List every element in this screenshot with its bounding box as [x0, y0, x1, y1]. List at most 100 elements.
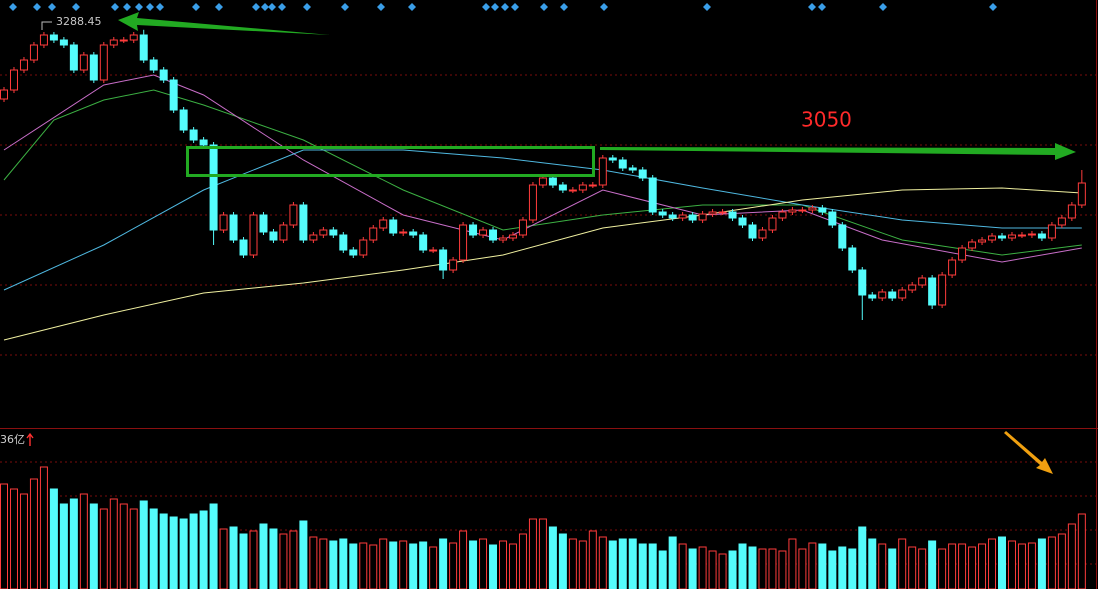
volume-bar [39, 466, 48, 589]
candle-body [558, 184, 567, 191]
candle-body [748, 224, 757, 239]
candle-body [249, 214, 258, 256]
candle-body [938, 274, 947, 306]
event-marker [560, 3, 568, 11]
volume-bar [738, 543, 747, 589]
event-marker [9, 3, 17, 11]
volume-bar [618, 538, 627, 589]
volume-bar [758, 548, 767, 589]
volume-bar [339, 538, 348, 589]
volume-bar [1047, 536, 1056, 589]
candle-body [828, 211, 837, 226]
volume-bar [538, 518, 547, 589]
event-marker [482, 3, 490, 11]
arrow-orange [1004, 431, 1053, 474]
volume-bar [389, 541, 398, 589]
candle-body [69, 44, 78, 71]
candle-body [319, 229, 328, 236]
candle-body [988, 235, 997, 241]
volume-bar [778, 550, 787, 589]
candle-body [179, 109, 188, 131]
candle-body [698, 213, 707, 221]
candle-body [848, 247, 857, 271]
volume-bar [79, 493, 88, 589]
volume-bar [289, 530, 298, 589]
volume-bar [329, 540, 338, 589]
volume-bar [489, 544, 498, 589]
volume-bar [858, 526, 867, 589]
candle-body [469, 224, 478, 236]
candle-body [99, 44, 108, 81]
volume-bar [219, 528, 228, 589]
event-marker [261, 3, 269, 11]
volume-bar [788, 538, 797, 589]
volume-bar [269, 528, 278, 589]
candle-body [479, 229, 488, 236]
volume-bar [898, 538, 907, 589]
candle-body [59, 39, 68, 46]
volume-bar [718, 553, 727, 589]
volume-bar [1037, 538, 1046, 589]
volume-bar [978, 543, 987, 589]
volume-bar [708, 550, 717, 589]
candle-body [878, 291, 887, 299]
candle-body [508, 234, 517, 239]
candle-body [0, 89, 8, 100]
candle-body [309, 234, 318, 241]
volume-bar [499, 540, 507, 589]
volume-bar [0, 483, 8, 589]
volume-bar [419, 541, 428, 589]
volume-label: 36亿 [0, 433, 25, 446]
volume-bar [239, 533, 248, 589]
volume-bar [748, 546, 757, 589]
volume-bar [928, 540, 937, 589]
high-label: 3288.45 [56, 15, 102, 28]
candle-body [9, 69, 18, 91]
moving-averages [3, 74, 1082, 341]
event-marker [123, 3, 131, 11]
volume-bar [918, 548, 927, 589]
candle-body [219, 214, 228, 231]
volume-bar [638, 543, 647, 589]
volume-bar [1007, 540, 1016, 589]
candle-body [898, 289, 907, 299]
candle-body [419, 234, 428, 251]
event-marker [156, 3, 164, 11]
candle-body [359, 239, 368, 256]
candle-body [908, 284, 917, 291]
event-marker [501, 3, 509, 11]
candle-body [888, 291, 897, 299]
candle-body [788, 209, 797, 213]
event-marker [215, 3, 223, 11]
event-marker [192, 3, 200, 11]
candle-body [129, 34, 138, 41]
volume-bar [409, 543, 418, 589]
candle-body [798, 209, 807, 212]
event-marker [703, 3, 711, 11]
arrow-right [600, 143, 1076, 160]
candle-body [269, 231, 278, 241]
candle-body [728, 211, 737, 219]
volume-bar [19, 493, 28, 589]
candle-body [958, 247, 967, 261]
candle-body [768, 217, 777, 231]
level-annotation: 3050 [801, 108, 852, 132]
volume-bar [678, 543, 687, 589]
volume-bar [688, 548, 697, 589]
candle-body [89, 54, 98, 81]
high-pointer [41, 21, 52, 30]
volume-bar [99, 508, 108, 589]
candle-body [169, 79, 178, 111]
volume-bar [279, 533, 288, 589]
moving-average-line [3, 89, 1082, 256]
candle-body [568, 189, 577, 192]
candle-body [369, 227, 378, 241]
volume-bar [888, 548, 897, 589]
highlight-box [186, 146, 595, 177]
volume-bar [119, 503, 128, 589]
candle-body [758, 229, 767, 239]
event-marker [135, 3, 143, 11]
volume-bar [459, 530, 468, 589]
volume-bar [988, 538, 997, 589]
